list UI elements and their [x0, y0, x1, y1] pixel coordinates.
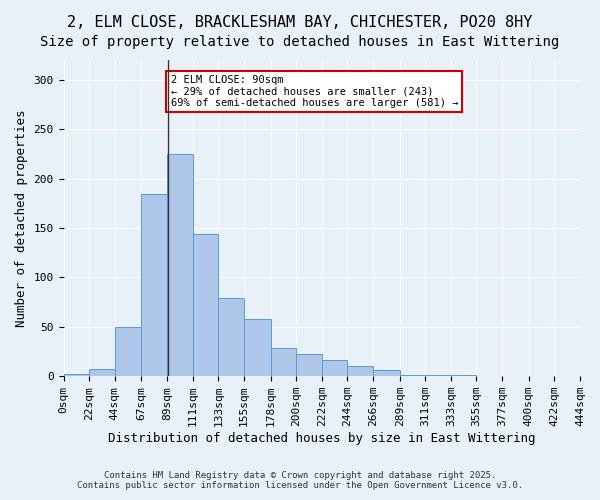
- Text: 2 ELM CLOSE: 90sqm
← 29% of detached houses are smaller (243)
69% of semi-detach: 2 ELM CLOSE: 90sqm ← 29% of detached hou…: [170, 75, 458, 108]
- Bar: [244, 319, 271, 376]
- Bar: [322, 360, 347, 376]
- Bar: [218, 298, 244, 376]
- Bar: [271, 348, 296, 376]
- Bar: [89, 370, 115, 376]
- Bar: [193, 234, 218, 376]
- Text: 2, ELM CLOSE, BRACKLESHAM BAY, CHICHESTER, PO20 8HY: 2, ELM CLOSE, BRACKLESHAM BAY, CHICHESTE…: [67, 15, 533, 30]
- Bar: [115, 327, 142, 376]
- Bar: [451, 375, 476, 376]
- Bar: [400, 375, 425, 376]
- Bar: [167, 154, 193, 376]
- Text: Size of property relative to detached houses in East Wittering: Size of property relative to detached ho…: [40, 35, 560, 49]
- Bar: [425, 375, 451, 376]
- Bar: [347, 366, 373, 376]
- Y-axis label: Number of detached properties: Number of detached properties: [15, 110, 28, 327]
- Bar: [64, 374, 89, 376]
- Bar: [373, 370, 400, 376]
- Text: Contains HM Land Registry data © Crown copyright and database right 2025.
Contai: Contains HM Land Registry data © Crown c…: [77, 470, 523, 490]
- X-axis label: Distribution of detached houses by size in East Wittering: Distribution of detached houses by size …: [108, 432, 536, 445]
- Bar: [142, 194, 167, 376]
- Bar: [296, 354, 322, 376]
